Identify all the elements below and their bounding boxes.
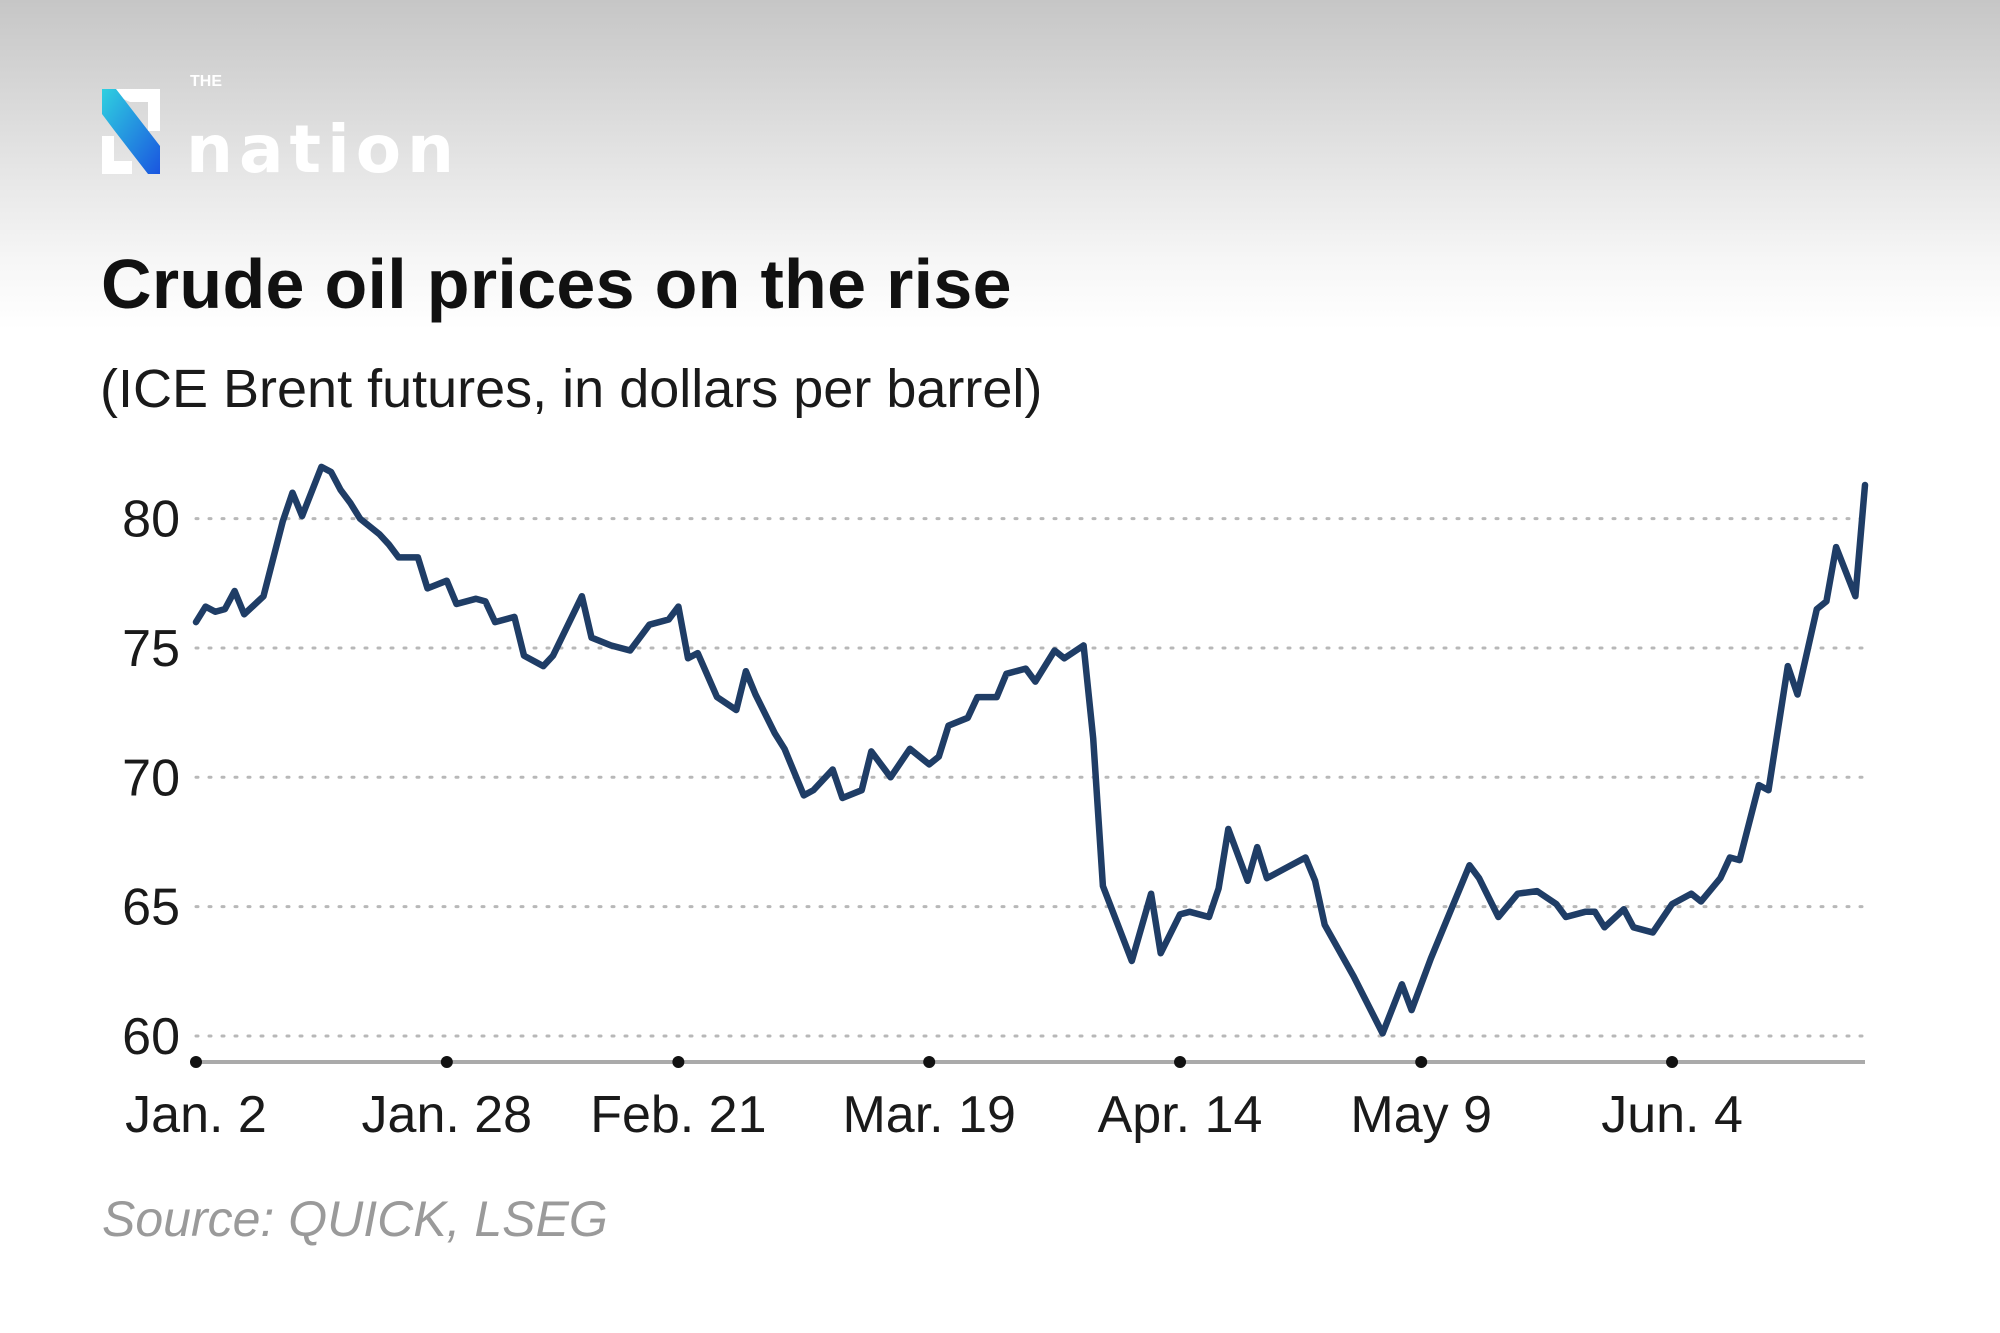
x-tick-label: Jan. 28 — [362, 1086, 533, 1144]
chart-subtitle: (ICE Brent futures, in dollars per barre… — [100, 359, 1043, 419]
source-note: Source: QUICK, LSEG — [102, 1191, 608, 1247]
x-tick-dot — [440, 1056, 453, 1068]
x-tick-label: Jun. 4 — [1601, 1086, 1743, 1144]
x-tick-dot — [672, 1056, 685, 1068]
logo-the-text: THE — [190, 73, 222, 90]
x-tick-dot — [923, 1056, 936, 1068]
x-tick-label: Jan. 2 — [125, 1086, 267, 1144]
the-nation-logo: THE nation — [100, 72, 520, 188]
y-tick-label: 70 — [122, 749, 180, 807]
y-tick-label: 80 — [122, 491, 180, 549]
x-tick-dot — [1415, 1056, 1428, 1068]
x-tick-dot — [1666, 1056, 1679, 1068]
logo-icon: THE nation — [102, 73, 460, 188]
x-tick-label: May 9 — [1350, 1086, 1492, 1144]
price-line — [192, 463, 1869, 1037]
y-tick-label: 65 — [122, 879, 180, 937]
x-tick-label: Mar. 19 — [842, 1086, 1015, 1144]
x-tick-label: Feb. 21 — [590, 1086, 766, 1144]
x-tick-dot — [1174, 1056, 1187, 1068]
x-tick-dot — [190, 1056, 202, 1068]
y-tick-label: 75 — [122, 620, 180, 678]
y-tick-label: 60 — [122, 1008, 180, 1066]
x-tick-label: Apr. 14 — [1098, 1086, 1263, 1144]
logo-nation-text: nation — [186, 111, 460, 176]
chart-title: Crude oil prices on the rise — [101, 245, 1012, 323]
